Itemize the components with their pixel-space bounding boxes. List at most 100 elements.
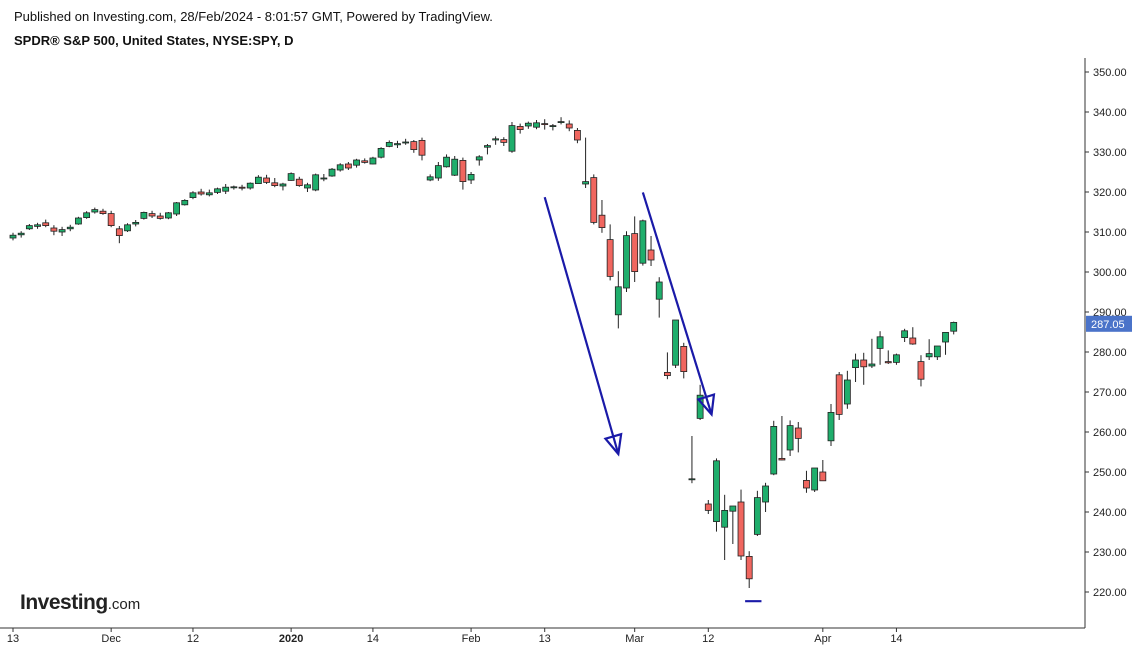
candle-body [279, 183, 287, 187]
candle [410, 140, 418, 153]
candle [770, 420, 778, 476]
price-tick-label: 250.00 [1093, 467, 1127, 479]
candle-body [745, 556, 753, 580]
time-tick-label: 13 [539, 633, 551, 645]
candle [819, 460, 827, 482]
trend-arrow [543, 196, 623, 457]
candle-body [574, 129, 581, 141]
candle [737, 489, 745, 560]
price-tick-label: 300.00 [1093, 267, 1127, 279]
candle-body [590, 177, 598, 223]
candle [214, 187, 221, 194]
time-tick-label: 14 [367, 633, 379, 645]
time-tick-label: 2020 [279, 633, 303, 645]
candle [66, 224, 74, 232]
candle [263, 174, 270, 184]
candle [688, 436, 696, 484]
price-tick-label: 270.00 [1093, 387, 1127, 399]
candle [451, 156, 459, 176]
candle-body [336, 164, 344, 171]
candle [124, 223, 131, 232]
candle [148, 210, 156, 218]
candle [933, 345, 941, 360]
candle [115, 226, 123, 244]
candle [598, 200, 606, 233]
candle-body [312, 174, 320, 191]
candle-body [75, 217, 82, 225]
candle-body [156, 215, 164, 219]
candle-body [369, 157, 377, 165]
investing-logo: Investing.com [20, 591, 140, 615]
candle-body [377, 147, 385, 158]
candle-body [58, 229, 66, 233]
candle-body [713, 460, 720, 522]
arrow-head [696, 392, 716, 417]
candle-body [623, 235, 630, 289]
price-tag-box [1086, 315, 1132, 332]
candle [852, 353, 859, 382]
candle-body [811, 467, 819, 491]
candle-body [214, 188, 221, 193]
candle [25, 224, 33, 230]
price-tick-label: 240.00 [1093, 507, 1127, 519]
candle-body [803, 479, 810, 489]
time-tick-label: Apr [814, 633, 831, 645]
candle-body [704, 503, 712, 511]
candle [402, 138, 410, 145]
candle [713, 458, 720, 532]
candle-body [680, 345, 688, 372]
candle-body [467, 173, 475, 181]
candle [58, 226, 66, 236]
candle [287, 172, 295, 181]
candle [860, 352, 868, 385]
candle-body [737, 501, 745, 557]
price-tick-label: 320.00 [1093, 187, 1127, 199]
candle-body [99, 210, 107, 214]
candle-body [402, 141, 410, 144]
candle-body [541, 123, 549, 125]
candle-body [320, 177, 328, 180]
candle [418, 137, 426, 161]
candle [590, 174, 598, 225]
candle [843, 370, 851, 409]
candle-body [238, 186, 246, 189]
candle [516, 123, 524, 134]
candle [99, 208, 107, 215]
candle [156, 212, 164, 220]
time-axis: 13 Dec 12 2020 14 Feb 13 Mar 12 Apr 14 [7, 628, 903, 645]
trend-arrow [641, 192, 716, 417]
candle-body [434, 165, 442, 179]
candle [827, 404, 835, 446]
candle-body [132, 221, 140, 225]
candle [557, 117, 565, 125]
last-price-tag: 287.05 [1086, 315, 1132, 332]
candle-body [827, 411, 835, 442]
candle [655, 277, 663, 318]
candle [426, 174, 434, 182]
candle [312, 173, 320, 192]
time-tick-label: Mar [625, 633, 644, 645]
candle [91, 207, 99, 214]
candle [680, 342, 688, 379]
candle [753, 490, 761, 536]
price-tick-label: 280.00 [1093, 347, 1127, 359]
candle [295, 176, 303, 187]
candle-body [893, 354, 900, 363]
candle [811, 467, 819, 492]
candle [803, 470, 810, 493]
price-tick-label: 310.00 [1093, 227, 1127, 239]
candle-body [557, 121, 565, 123]
candle-body [770, 425, 778, 475]
logo-brand: Investing [20, 591, 108, 614]
candle [876, 331, 884, 365]
candle-body [860, 359, 868, 368]
candle-body [508, 125, 516, 152]
candle-body [778, 457, 786, 461]
candle-body [34, 224, 41, 227]
candle-body [942, 331, 949, 343]
candle [9, 232, 17, 241]
candle-body [42, 222, 50, 227]
candle [745, 551, 753, 588]
candle [541, 119, 549, 130]
candle [492, 136, 500, 145]
